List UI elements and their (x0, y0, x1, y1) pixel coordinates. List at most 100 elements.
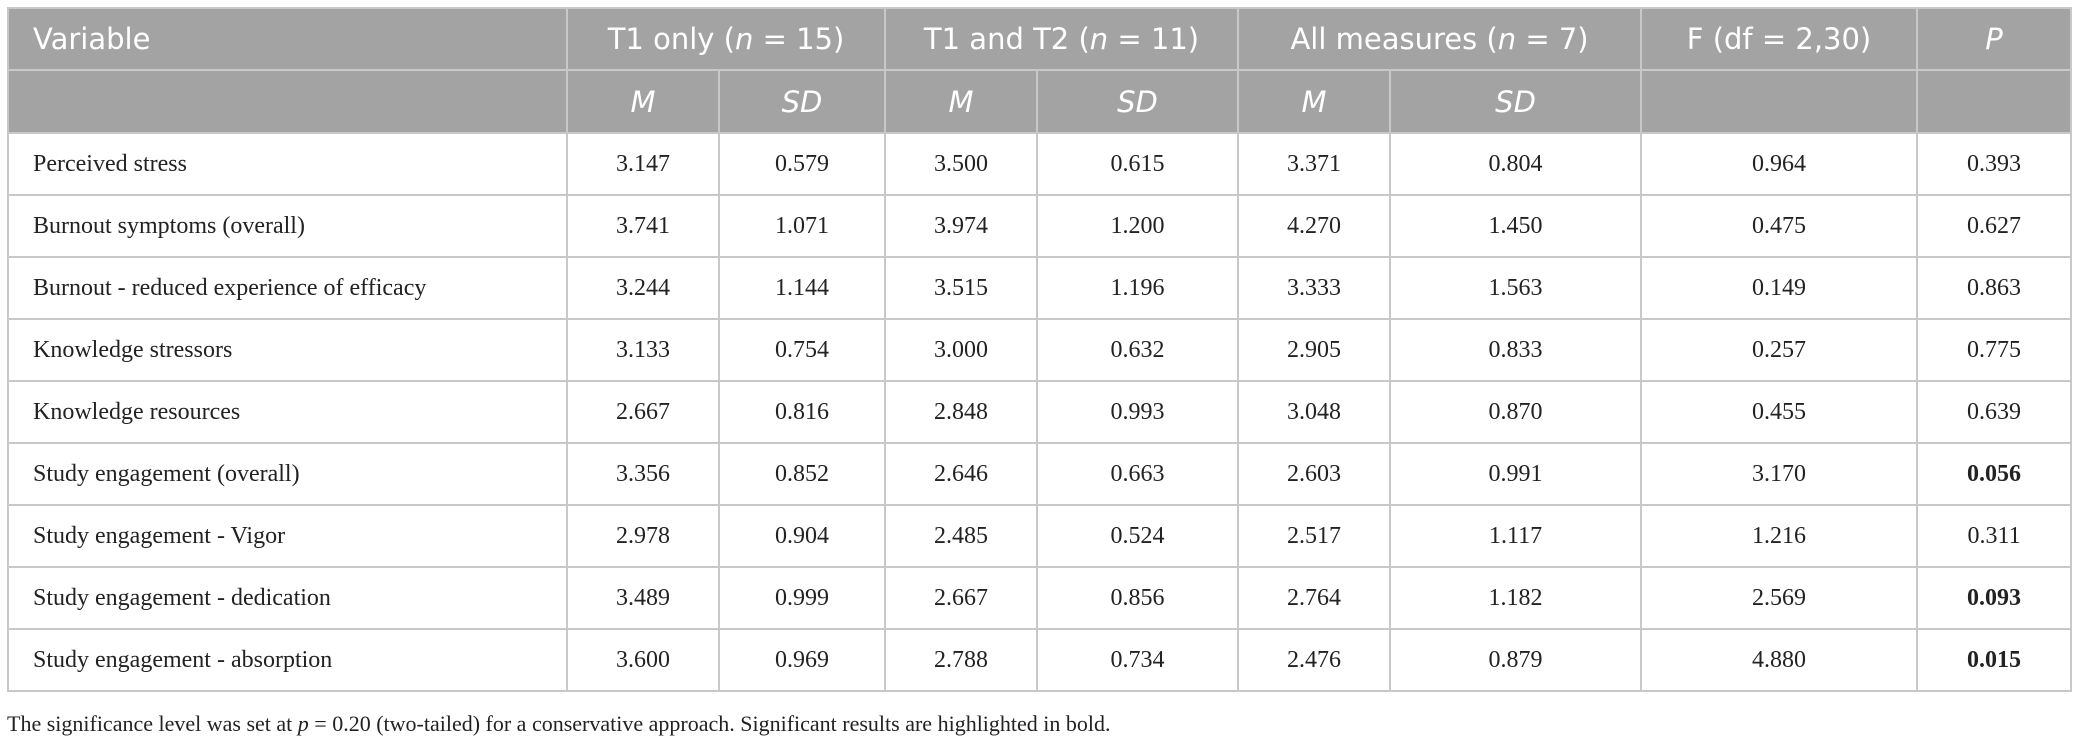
cell: 1.196 (1036, 256, 1240, 320)
cell: 0.991 (1389, 442, 1643, 506)
subheader: SD (717, 69, 887, 134)
cell: 0.856 (1036, 566, 1240, 630)
text: Variable (33, 22, 151, 56)
cell: 2.788 (884, 628, 1039, 692)
subheader: M (884, 69, 1039, 134)
cell: 2.476 (1237, 628, 1392, 692)
table-row: Study engagement (overall) 3.356 0.852 2.64… (7, 442, 2073, 506)
italic-text: n (734, 22, 754, 56)
text: = 11) (1108, 22, 1200, 56)
cell: 0.639 (1916, 380, 2073, 444)
italic-text: n (1497, 22, 1517, 56)
cell: 0.993 (1036, 380, 1240, 444)
subheader: SD (1036, 69, 1240, 134)
cell: 0.964 (1640, 132, 1919, 196)
cell: 0.663 (1036, 442, 1240, 506)
table-body: Perceived stress 3.147 0.579 3.500 0.615 3.37… (7, 132, 2073, 692)
text: = 7) (1516, 22, 1589, 56)
cell: 1.450 (1389, 194, 1643, 258)
text: T1 only ( (607, 22, 735, 56)
subheader: SD (1389, 69, 1643, 134)
empty-header (1640, 69, 1919, 134)
cell: 0.524 (1036, 504, 1240, 568)
table-row: Burnout symptoms (overall) 3.741 1.071 3.97… (7, 194, 2073, 258)
table-row: Knowledge stressors 3.133 0.754 3.000 0.632 2… (7, 318, 2073, 382)
cell: 2.667 (884, 566, 1039, 630)
cell: 1.144 (717, 256, 887, 320)
column-header: F (df = 2,30) (1640, 7, 1919, 71)
italic-text: P (1985, 22, 2003, 56)
cell: 0.615 (1036, 132, 1240, 196)
cell: 2.848 (884, 380, 1039, 444)
row-label: Study engagement - absorption (7, 628, 568, 692)
row-label: Study engagement (overall) (7, 442, 568, 506)
cell: 0.816 (717, 380, 887, 444)
cell: 0.056 (1916, 442, 2073, 506)
table-row: Burnout - reduced experience of efficacy… (7, 256, 2073, 320)
cell: 1.216 (1640, 504, 1919, 568)
cell: 2.646 (884, 442, 1039, 506)
cell: 0.734 (1036, 628, 1240, 692)
row-label: Study engagement - dedication (7, 566, 568, 630)
cell: 3.000 (884, 318, 1039, 382)
subheader: M (566, 69, 720, 134)
cell: 3.133 (566, 318, 720, 382)
cell: 0.852 (717, 442, 887, 506)
cell: 0.804 (1389, 132, 1643, 196)
cell: 1.071 (717, 194, 887, 258)
cell: 0.754 (717, 318, 887, 382)
cell: 4.270 (1237, 194, 1392, 258)
table-row: Study engagement - dedication 3.489 0.999 2… (7, 566, 2073, 630)
cell: 3.489 (566, 566, 720, 630)
cell: 0.627 (1916, 194, 2073, 258)
table-row: Knowledge resources 2.667 0.816 2.848 0.993 3… (7, 380, 2073, 444)
cell: 2.517 (1237, 504, 1392, 568)
text: F (df = 2,30) (1686, 22, 1872, 56)
cell: 0.879 (1389, 628, 1643, 692)
cell: 3.974 (884, 194, 1039, 258)
column-header: Variable (7, 7, 568, 71)
text: = 0.20 (two-tailed) for a conservative a… (308, 711, 1111, 736)
cell: 0.093 (1916, 566, 2073, 630)
table-row: Study engagement - Vigor 2.978 0.904 2.485 0… (7, 504, 2073, 568)
cell: 0.870 (1389, 380, 1643, 444)
cell: 0.455 (1640, 380, 1919, 444)
text: T1 and T2 ( (923, 22, 1090, 56)
empty-header (1916, 69, 2073, 134)
cell: 0.632 (1036, 318, 1240, 382)
cell: 2.905 (1237, 318, 1392, 382)
footnote: The significance level was set at p = 0.… (7, 711, 1111, 737)
cell: 3.515 (884, 256, 1039, 320)
cell: 0.015 (1916, 628, 2073, 692)
empty-header (7, 69, 568, 134)
row-label: Burnout symptoms (overall) (7, 194, 568, 258)
column-header: All measures (n = 7) (1237, 7, 1643, 71)
header-row: Variable T1 only (n = 15) T1 and T2 (n = 1… (7, 7, 2073, 71)
cell: 1.117 (1389, 504, 1643, 568)
text: = 15) (753, 22, 845, 56)
cell: 0.579 (717, 132, 887, 196)
subheader-row: M SD M SD M SD (7, 69, 2073, 134)
italic-text: n (1089, 22, 1109, 56)
cell: 3.147 (566, 132, 720, 196)
row-label: Perceived stress (7, 132, 568, 196)
cell: 0.833 (1389, 318, 1643, 382)
cell: 0.311 (1916, 504, 2073, 568)
cell: 2.764 (1237, 566, 1392, 630)
cell: 2.569 (1640, 566, 1919, 630)
cell: 3.356 (566, 442, 720, 506)
cell: 2.667 (566, 380, 720, 444)
row-label: Knowledge resources (7, 380, 568, 444)
cell: 3.048 (1237, 380, 1392, 444)
cell: 0.969 (717, 628, 887, 692)
table-row: Perceived stress 3.147 0.579 3.500 0.615 3.37… (7, 132, 2073, 196)
data-table: Variable T1 only (n = 15) T1 and T2 (n = 1… (7, 7, 2073, 692)
text: All measures ( (1290, 22, 1498, 56)
italic-text: p (297, 711, 309, 736)
cell: 3.244 (566, 256, 720, 320)
cell: 0.775 (1916, 318, 2073, 382)
cell: 3.500 (884, 132, 1039, 196)
cell: 2.603 (1237, 442, 1392, 506)
cell: 0.999 (717, 566, 887, 630)
